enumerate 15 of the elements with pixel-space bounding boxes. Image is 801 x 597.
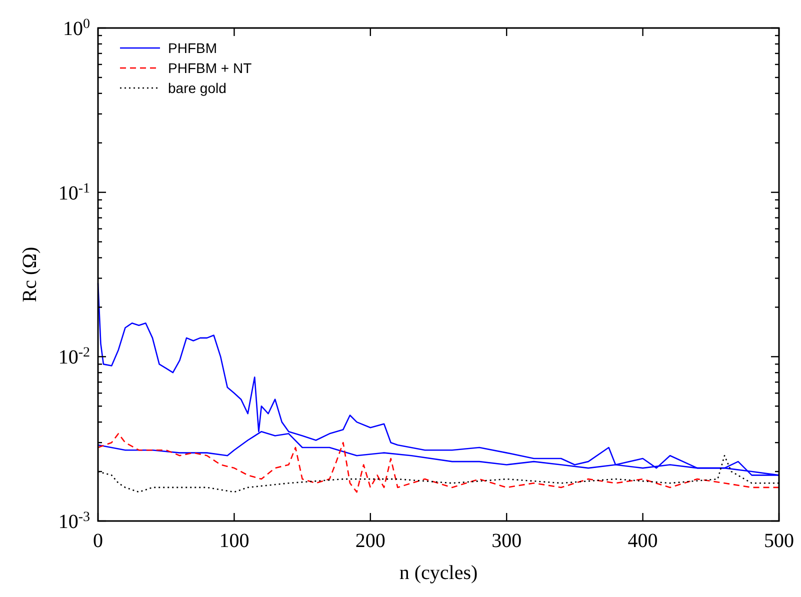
legend-label: bare gold: [168, 80, 226, 96]
y-axis-title: Rc (Ω): [19, 246, 41, 302]
legend-label: PHFBM + NT: [168, 60, 252, 76]
y-tick-label: 10$^{0}$: [63, 16, 90, 40]
x-axis-title: n (cycles): [399, 562, 478, 584]
y-tick-label: 10$^{-2}$: [58, 345, 90, 369]
x-tick-label: 400: [628, 530, 658, 552]
legend-label: PHFBM: [168, 40, 217, 56]
x-tick-label: 0: [93, 530, 103, 552]
y-tick-label: 10$^{-1}$: [58, 180, 90, 204]
x-tick-label: 300: [492, 530, 522, 552]
x-tick-label: 500: [764, 530, 794, 552]
x-tick-label: 100: [219, 530, 250, 552]
y-tick-label: 10$^{-3}$: [58, 510, 90, 533]
x-tick-label: 200: [355, 530, 386, 552]
